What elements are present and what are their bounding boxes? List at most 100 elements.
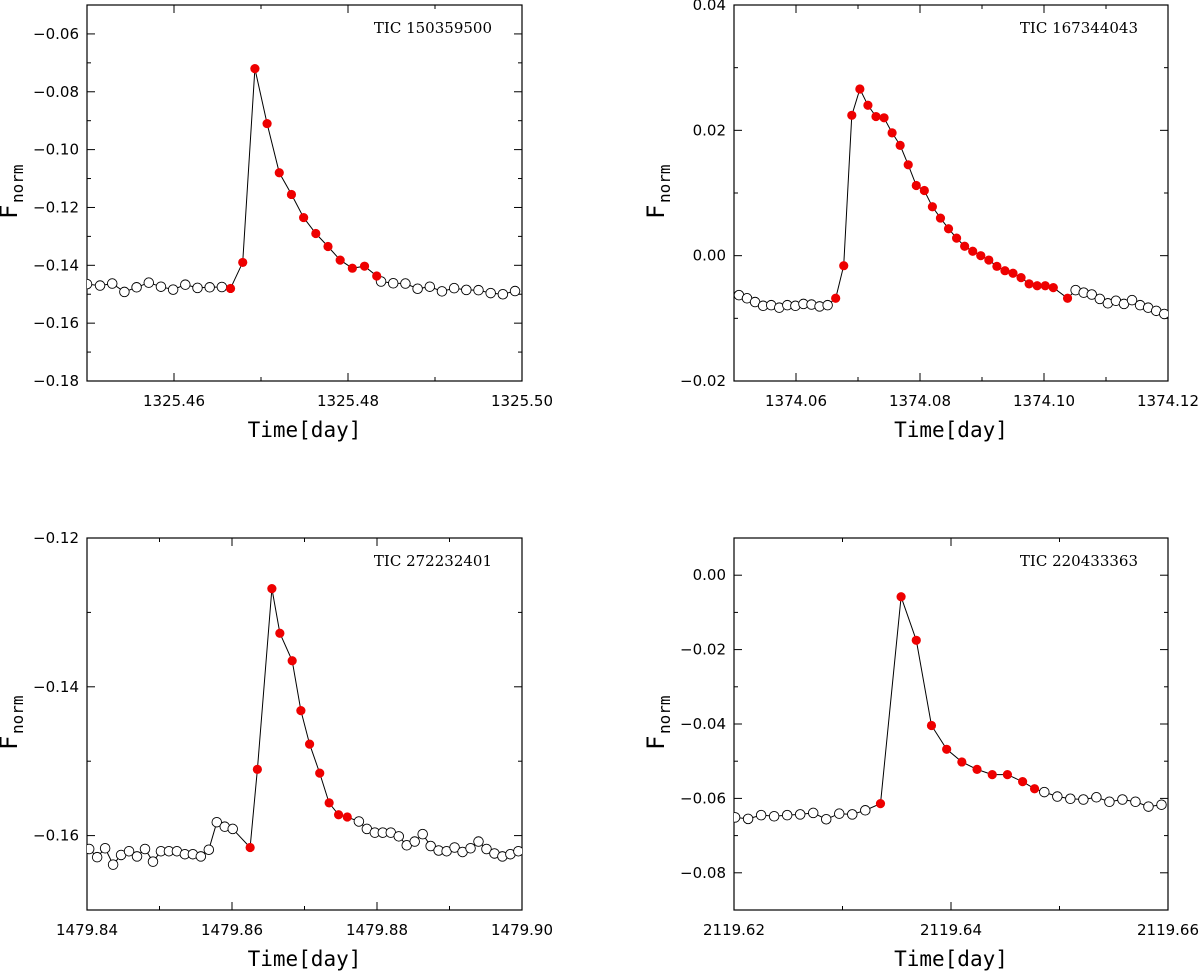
x-axis-label: Time[day] (894, 418, 1008, 442)
quiescent-point (1052, 791, 1063, 802)
quiescent-point (147, 856, 159, 867)
quiescent-point (87, 843, 95, 855)
quiescent-point (860, 805, 871, 816)
flare-point (847, 110, 857, 120)
quiescent-point (107, 859, 119, 870)
y-axis-label-main: F (0, 736, 23, 750)
quiescent-point (143, 277, 155, 288)
quiescent-point (216, 281, 228, 293)
flare-point (335, 255, 345, 265)
flare-point (976, 251, 986, 261)
quiescent-point (1143, 801, 1154, 812)
plot-frame (733, 4, 1169, 382)
quiescent-point (509, 285, 521, 297)
flare-point (911, 635, 921, 645)
quiescent-point (449, 842, 460, 853)
y-axis-label-subscript: norm (8, 164, 27, 203)
y-tick-label: −0.16 (33, 314, 79, 332)
quiescent-point (461, 284, 472, 296)
flare-point (1048, 283, 1058, 293)
x-tick-label: 1479.84 (56, 921, 118, 939)
quiescent-point (211, 816, 223, 828)
flare-point (972, 764, 982, 774)
y-axis-label-main: F (642, 205, 670, 219)
flare-point (299, 212, 309, 223)
flare-point (1040, 281, 1050, 291)
plot-frame (86, 4, 523, 382)
flare-point (333, 810, 344, 820)
flare-point (267, 583, 277, 594)
flare-point (942, 744, 952, 754)
quiescent-point (1104, 796, 1115, 807)
x-tick-label: 2119.64 (920, 921, 982, 939)
y-tick-label: −0.04 (680, 715, 726, 733)
plot-frame (733, 537, 1169, 911)
quiescent-point (409, 836, 420, 847)
flare-point (1062, 293, 1073, 303)
y-tick-label: −0.08 (680, 864, 726, 882)
quiescent-point (1159, 308, 1168, 320)
flare-point (359, 261, 370, 271)
y-tick-label: −0.16 (33, 827, 79, 845)
y-tick-label: −0.10 (33, 141, 79, 159)
y-axis-label-subscript: norm (655, 164, 674, 203)
quiescent-point (204, 282, 215, 293)
quiescent-point (794, 809, 806, 820)
flare-point (1002, 769, 1013, 780)
quiescent-point (91, 851, 103, 863)
flare-point (287, 656, 297, 666)
quiescent-point (412, 283, 423, 294)
quiescent-point (1117, 794, 1128, 805)
panel-4: 2119.62 2119.64 2119.66 0.00 −0.02 −0.04 −0.06… (642, 537, 1199, 971)
flare-point (927, 202, 938, 212)
quiescent-point (755, 809, 767, 821)
flare-point (984, 255, 994, 265)
y-axis-label-subscript: norm (8, 695, 27, 734)
quiescent-point (473, 284, 484, 296)
quiescent-point (180, 279, 191, 290)
light-curve-line (88, 588, 519, 866)
flare-point (855, 84, 865, 94)
quiescent-point (1039, 786, 1050, 798)
flare-point (839, 261, 849, 271)
flare-point (896, 592, 906, 602)
quiescent-point (820, 813, 832, 825)
quiescent-point (847, 809, 858, 820)
flare-point (323, 241, 333, 252)
y-tick-label: −0.12 (33, 198, 79, 216)
flare-point (315, 768, 325, 778)
quiescent-point (139, 843, 151, 855)
quiescent-point (485, 287, 496, 299)
quiescent-point (400, 278, 411, 289)
quiescent-point (393, 831, 405, 842)
flare-point (296, 706, 306, 716)
light-curve-line (87, 68, 516, 295)
flare-point (347, 263, 357, 273)
quiescent-point (123, 845, 135, 857)
flare-point (1032, 281, 1042, 291)
x-tick-label: 2119.62 (703, 921, 765, 939)
flare-point (311, 228, 321, 239)
x-tick-label: 1479.90 (491, 921, 553, 939)
flare-point (225, 283, 236, 294)
quiescent-point (94, 280, 106, 291)
panel-1: 1325.46 1325.48 1325.50 −0.06 −0.08 −0.10 −0.1… (0, 4, 553, 442)
y-tick-label: −0.14 (33, 678, 79, 696)
quiescent-point (195, 851, 207, 862)
y-tick-label: −0.14 (33, 256, 79, 274)
flare-point (895, 140, 905, 150)
quiescent-point (833, 808, 845, 819)
y-tick-label: −0.02 (680, 372, 726, 390)
flare-point (960, 241, 970, 251)
quiescent-point (513, 845, 522, 857)
flare-point (879, 113, 889, 123)
flare-point (831, 293, 841, 303)
quiescent-point (481, 843, 492, 855)
flare-point (238, 257, 248, 268)
quiescent-point (448, 282, 460, 294)
quiescent-point (425, 840, 436, 852)
flare-point (275, 628, 285, 638)
quiescent-point (1094, 293, 1106, 305)
